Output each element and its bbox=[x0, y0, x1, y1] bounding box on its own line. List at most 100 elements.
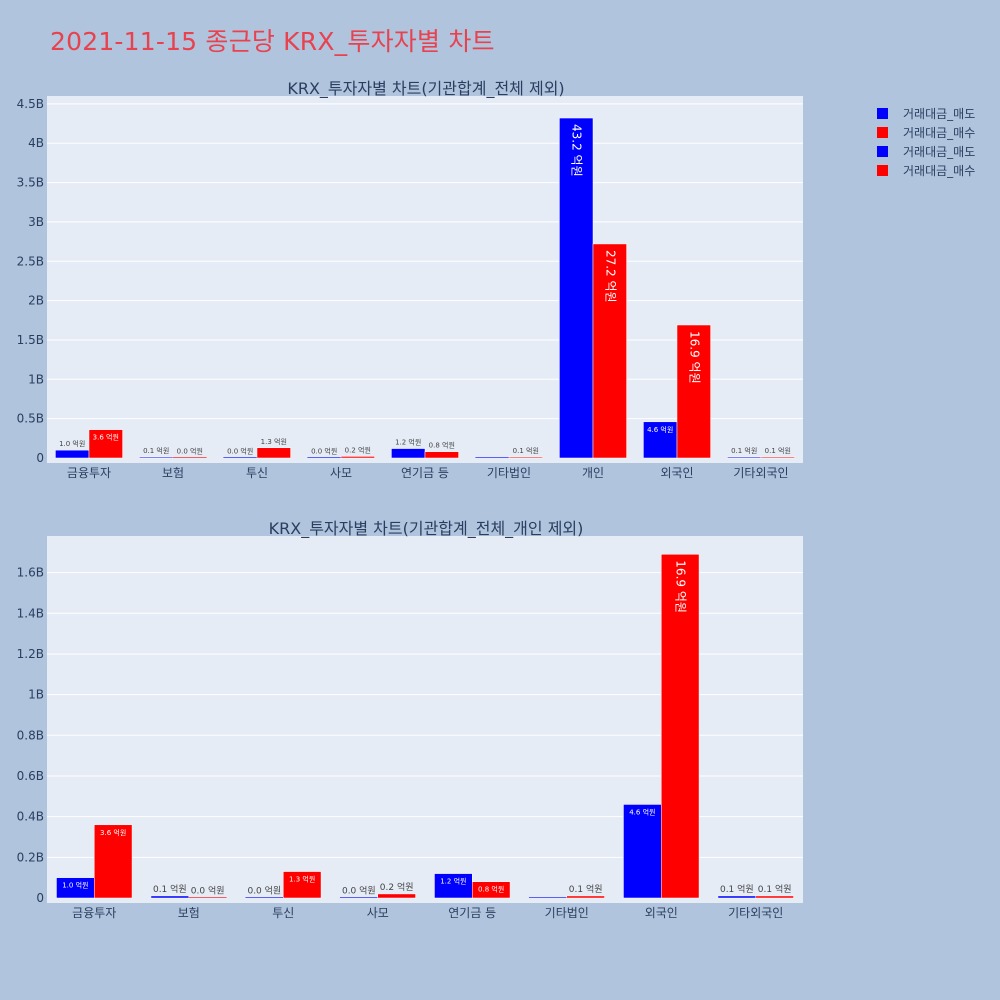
page-title: 2021-11-15 종근당 KRX_투자자별 차트 bbox=[50, 27, 495, 56]
y-tick-label: 0.6B bbox=[17, 769, 44, 783]
legend-swatch bbox=[877, 127, 888, 138]
x-tick-label: 기타외국인 bbox=[733, 466, 788, 480]
y-tick-label: 2B bbox=[28, 294, 44, 308]
legend-swatch bbox=[877, 108, 888, 119]
bar-data-label: 1.2 억원 bbox=[395, 438, 421, 447]
bar-sell[interactable] bbox=[223, 457, 257, 458]
bar-buy[interactable] bbox=[188, 897, 227, 898]
bar-buy[interactable] bbox=[676, 324, 711, 459]
y-tick-label: 2.5B bbox=[17, 254, 44, 268]
bar-sell[interactable] bbox=[245, 897, 284, 898]
y-tick-label: 1.6B bbox=[17, 566, 44, 580]
bar-data-label: 0.0 억원 bbox=[177, 446, 203, 455]
bar-buy[interactable] bbox=[173, 457, 207, 458]
bar-data-label: 0.0 억원 bbox=[342, 884, 376, 896]
bar-data-label: 0.1 억원 bbox=[569, 883, 603, 895]
bar-data-label: 1.0 억원 bbox=[62, 881, 88, 890]
legend-label: 거래대금_매도 bbox=[903, 107, 975, 121]
bar-data-label: 0.1 억원 bbox=[758, 883, 792, 895]
bar-buy[interactable] bbox=[760, 456, 795, 459]
x-tick-label: 사모 bbox=[330, 466, 352, 480]
chart-title: KRX_투자자별 차트(기관합계_전체_개인 제외) bbox=[269, 519, 584, 539]
x-tick-label: 연기금 등 bbox=[448, 906, 496, 920]
bar-data-label: 43.2 억원 bbox=[570, 124, 584, 177]
bar-data-label: 0.1 억원 bbox=[731, 446, 757, 455]
bar-data-label: 16.9 억원 bbox=[674, 560, 688, 613]
bar-data-label: 1.2 억원 bbox=[440, 877, 466, 886]
bar-buy[interactable] bbox=[340, 456, 375, 459]
bar-data-label: 1.3 억원 bbox=[289, 875, 315, 884]
legend-swatch bbox=[877, 165, 888, 176]
y-tick-label: 4B bbox=[28, 136, 44, 150]
bar-sell[interactable] bbox=[528, 897, 567, 898]
bar-data-label: 0.1 억원 bbox=[720, 883, 754, 895]
y-tick-label: 3B bbox=[28, 215, 44, 229]
bar-sell[interactable] bbox=[150, 895, 189, 899]
bar-buy[interactable] bbox=[256, 447, 291, 459]
bar-sell[interactable] bbox=[139, 456, 174, 459]
bar-data-label: 16.9 억원 bbox=[687, 331, 701, 384]
bar-data-label: 3.6 억원 bbox=[93, 433, 119, 442]
y-tick-label: 1B bbox=[28, 372, 44, 386]
bar-data-label: 3.6 억원 bbox=[100, 828, 126, 837]
bar-buy[interactable] bbox=[94, 824, 133, 899]
bar-data-label: 0.1 억원 bbox=[765, 446, 791, 455]
x-tick-label: 금융투자 bbox=[72, 906, 116, 920]
y-tick-label: 1.4B bbox=[17, 606, 44, 620]
bar-buy[interactable] bbox=[566, 895, 605, 899]
x-tick-label: 사모 bbox=[367, 906, 389, 920]
chart-title: KRX_투자자별 차트(기관합계_전체 제외) bbox=[287, 79, 564, 99]
y-tick-label: 0.2B bbox=[17, 850, 44, 864]
bar-data-label: 0.0 억원 bbox=[191, 884, 225, 896]
bar-data-label: 4.6 억원 bbox=[629, 807, 655, 816]
y-tick-label: 1.2B bbox=[17, 647, 44, 661]
bar-buy[interactable] bbox=[508, 456, 543, 459]
y-tick-label: 4.5B bbox=[17, 97, 44, 111]
bar-data-label: 4.6 억원 bbox=[647, 425, 673, 434]
bar-sell[interactable] bbox=[623, 804, 662, 899]
bar-data-label: 0.1 억원 bbox=[153, 883, 187, 895]
y-tick-label: 1B bbox=[28, 688, 44, 702]
chart-top: 0 0.5B 1B 1.5B 2B 2.5B 3B 3.5B 4B 4.5B KRX_투자자별 차트… bbox=[17, 79, 803, 480]
bar-buy[interactable] bbox=[755, 895, 794, 899]
bar-buy[interactable] bbox=[88, 429, 123, 459]
y-tick-label: 0.4B bbox=[17, 810, 44, 824]
bar-sell[interactable] bbox=[391, 448, 426, 459]
x-tick-label: 투신 bbox=[272, 906, 294, 920]
bar-sell[interactable] bbox=[339, 897, 378, 898]
bar-buy[interactable] bbox=[472, 881, 511, 899]
x-tick-label: 개인 bbox=[582, 466, 604, 480]
y-tick-label: 0 bbox=[36, 891, 44, 905]
bar-sell[interactable] bbox=[643, 421, 678, 459]
bar-buy[interactable] bbox=[592, 243, 627, 459]
bar-sell[interactable] bbox=[475, 457, 509, 458]
bar-data-label: 1.0 억원 bbox=[59, 439, 85, 448]
x-tick-label: 기타법인 bbox=[487, 466, 531, 480]
x-tick-label: 보험 bbox=[162, 466, 184, 480]
legend-label: 거래대금_매수 bbox=[903, 164, 975, 178]
chart-bottom: 0 0.2B 0.4B 0.6B 0.8B 1B 1.2B 1.4B 1.6B KRX_투자자별 … bbox=[17, 519, 803, 920]
bar-buy[interactable] bbox=[377, 893, 416, 899]
y-tick-label: 3.5B bbox=[17, 176, 44, 190]
bar-data-label: 0.1 억원 bbox=[513, 446, 539, 455]
x-tick-label: 보험 bbox=[178, 906, 200, 920]
bar-sell[interactable] bbox=[717, 895, 757, 899]
bar-sell[interactable] bbox=[727, 456, 762, 459]
bar-sell[interactable] bbox=[434, 873, 473, 899]
bar-buy[interactable] bbox=[283, 871, 322, 899]
x-tick-label: 금융투자 bbox=[67, 466, 111, 480]
y-tick-label: 0.8B bbox=[17, 728, 44, 742]
bar-data-label: 0.8 억원 bbox=[429, 441, 455, 450]
bar-sell[interactable] bbox=[55, 449, 90, 459]
bar-data-label: 0.2 억원 bbox=[380, 881, 414, 893]
y-tick-label: 0.5B bbox=[17, 412, 44, 426]
bar-data-label: 0.0 억원 bbox=[247, 884, 281, 896]
bar-sell[interactable] bbox=[307, 457, 341, 458]
bar-data-label: 0.1 억원 bbox=[143, 446, 169, 455]
x-tick-label: 기타외국인 bbox=[728, 906, 783, 920]
bar-buy[interactable] bbox=[424, 451, 459, 459]
bar-buy[interactable] bbox=[661, 554, 700, 899]
bar-data-label: 27.2 억원 bbox=[603, 250, 617, 303]
